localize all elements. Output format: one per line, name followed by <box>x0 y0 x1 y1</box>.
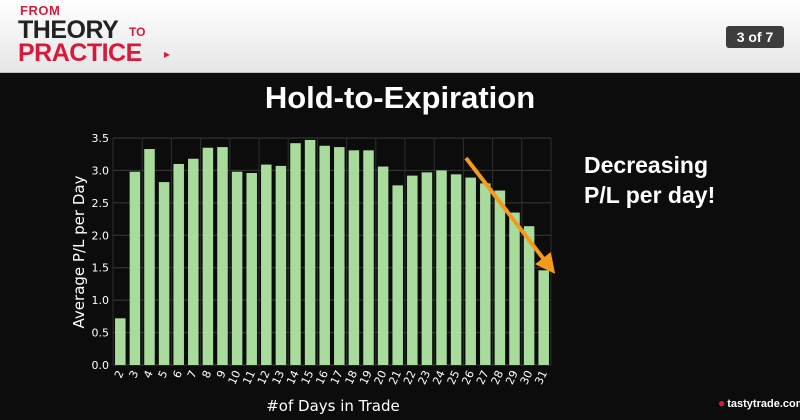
x-tick-label: 27 <box>474 368 492 386</box>
bar-day-14 <box>290 143 301 365</box>
x-tick-label: 4 <box>141 368 156 380</box>
x-tick-label: 14 <box>284 368 302 386</box>
bar-day-2 <box>115 318 126 365</box>
bar-day-28 <box>494 190 506 365</box>
y-tick-label: 1.0 <box>92 294 110 307</box>
slide-counter: 3 of 7 <box>726 26 784 48</box>
y-tick-label: 2.0 <box>92 229 110 242</box>
tastytrade-logo: ● tastytrade.com <box>718 396 800 410</box>
x-axis-label: #of Days in Trade <box>266 397 400 415</box>
x-tick-label: 21 <box>386 368 404 386</box>
x-tick-label: 26 <box>459 368 477 386</box>
header-bar: FROM THEORY TO PRACTICE ▸ 3 of 7 <box>0 0 800 73</box>
bar-day-15 <box>304 139 316 365</box>
y-tick-label: 1.5 <box>92 262 110 275</box>
x-tick-label: 15 <box>299 368 317 386</box>
bar-day-16 <box>319 145 330 365</box>
x-tick-label: 7 <box>185 368 200 380</box>
trend-arrow-icon <box>464 156 556 274</box>
x-tick-label: 25 <box>445 368 463 386</box>
bar-day-3 <box>129 171 141 365</box>
play-triangle-icon: ▸ <box>164 47 171 61</box>
y-tick-label: 3.5 <box>92 132 110 145</box>
bar-day-25 <box>450 174 462 365</box>
x-tick-label: 17 <box>328 368 346 386</box>
y-tick-label: 0.0 <box>92 359 110 372</box>
x-tick-label: 31 <box>532 368 550 386</box>
bar-day-29 <box>509 212 520 365</box>
x-tick-label: 30 <box>518 368 536 386</box>
bar-day-21 <box>392 185 403 365</box>
bar-day-20 <box>377 166 389 365</box>
bar-day-5 <box>158 182 170 365</box>
bar-day-26 <box>465 177 476 365</box>
annotation-text: Decreasing P/L per day! <box>584 150 715 210</box>
bar-day-13 <box>275 165 287 365</box>
y-axis-label: Average P/L per Day <box>70 175 88 328</box>
annotation-line-1: Decreasing <box>584 152 709 178</box>
bar-day-7 <box>188 158 199 365</box>
bar-day-23 <box>421 172 433 365</box>
annotation-line-2: P/L per day! <box>584 182 716 208</box>
x-tick-label: 9 <box>214 368 229 380</box>
y-tick-label: 2.5 <box>92 197 110 210</box>
x-tick-label: 6 <box>170 368 185 380</box>
bar-day-19 <box>363 150 374 365</box>
logo-line-to: TO <box>129 25 146 39</box>
x-tick-label: 19 <box>357 368 375 386</box>
x-tick-label: 28 <box>489 368 507 386</box>
x-tick-label: 29 <box>503 368 521 386</box>
brand-text: tastytrade.com <box>727 398 800 410</box>
x-tick-label: 13 <box>270 368 288 386</box>
x-tick-label: 24 <box>430 368 448 386</box>
bar-day-24 <box>436 170 447 365</box>
bar-day-17 <box>334 147 345 365</box>
logo-line-theory: THEORY <box>18 16 119 44</box>
x-tick-label: 10 <box>226 368 244 386</box>
x-tick-label: 16 <box>313 368 331 386</box>
x-tick-label: 5 <box>156 368 171 380</box>
bar-day-10 <box>231 171 243 365</box>
x-tick-label: 20 <box>372 368 390 386</box>
y-tick-label: 3.0 <box>92 164 110 177</box>
logo-line-from: FROM <box>20 3 61 18</box>
bar-day-31 <box>538 270 549 365</box>
bar-day-30 <box>523 226 535 365</box>
bar-day-22 <box>407 175 418 365</box>
x-tick-label: 18 <box>343 368 361 386</box>
bar-day-6 <box>173 163 184 365</box>
x-tick-label: 12 <box>255 368 273 386</box>
x-tick-label: 11 <box>240 368 258 386</box>
bar-day-27 <box>480 183 491 365</box>
x-tick-label: 3 <box>127 368 142 380</box>
bar-day-9 <box>217 147 228 365</box>
bar-day-4 <box>144 149 155 365</box>
x-tick-label: 8 <box>200 368 215 380</box>
y-tick-label: 0.5 <box>92 327 110 340</box>
cherry-icon: ● <box>718 396 726 410</box>
bar-day-8 <box>202 147 214 365</box>
x-tick-label: 22 <box>401 368 419 386</box>
bar-day-11 <box>246 173 257 365</box>
bar-day-12 <box>261 164 272 365</box>
chart-title: Hold-to-Expiration <box>264 80 536 115</box>
x-tick-label: 2 <box>112 368 127 380</box>
bar-day-18 <box>348 150 360 365</box>
logo-line-practice: PRACTICE <box>18 39 142 67</box>
x-tick-label: 23 <box>416 368 434 386</box>
